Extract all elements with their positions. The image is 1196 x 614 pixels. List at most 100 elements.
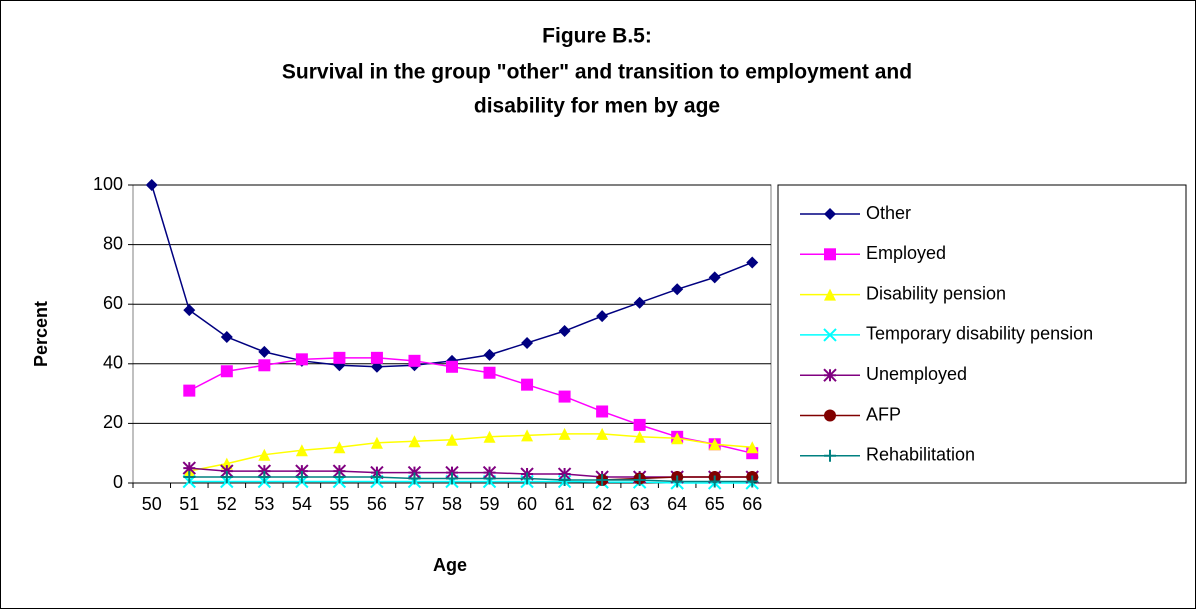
x-tick-label: 50 <box>142 494 162 514</box>
data-point <box>633 430 646 443</box>
data-point <box>333 471 346 484</box>
series-line <box>189 433 753 472</box>
data-point <box>483 472 496 485</box>
data-point <box>671 432 684 445</box>
data-point <box>295 353 308 366</box>
legend-label: Rehabilitation <box>866 445 975 465</box>
y-tick-label: 20 <box>103 412 123 432</box>
x-tick-label: 52 <box>217 494 237 514</box>
data-point <box>558 474 571 487</box>
legend-marker <box>824 248 836 261</box>
x-tick-label: 61 <box>555 494 575 514</box>
legend-label: AFP <box>866 404 901 424</box>
data-point <box>633 418 646 431</box>
data-point <box>446 472 458 485</box>
data-point <box>220 330 233 343</box>
data-point <box>521 429 534 442</box>
legend-marker <box>824 288 836 301</box>
data-point <box>596 427 609 440</box>
data-point <box>145 179 158 191</box>
x-tick-label: 51 <box>179 494 199 514</box>
x-tick-label: 60 <box>517 494 537 514</box>
x-tick-label: 62 <box>592 494 612 514</box>
data-point <box>596 474 609 487</box>
legend-marker <box>824 409 836 422</box>
data-point <box>295 444 308 457</box>
legend-label: Other <box>866 203 911 223</box>
series-line <box>189 480 753 484</box>
y-axis-label: Percent <box>31 301 51 367</box>
data-point <box>258 345 271 358</box>
x-tick-label: 57 <box>404 494 424 514</box>
data-point <box>220 365 233 378</box>
data-point <box>708 271 721 284</box>
legend-marker <box>824 449 836 462</box>
data-point <box>521 336 534 349</box>
data-point <box>521 378 534 391</box>
data-point <box>633 474 646 487</box>
data-point <box>633 296 646 309</box>
legend-label: Employed <box>866 243 946 263</box>
y-tick-label: 80 <box>103 233 123 253</box>
x-axis-label: Age <box>433 555 467 575</box>
data-point <box>182 461 197 475</box>
data-point <box>183 471 196 484</box>
data-point <box>258 471 271 484</box>
x-tick-label: 66 <box>742 494 762 514</box>
data-point <box>708 475 721 488</box>
x-tick-label: 59 <box>480 494 500 514</box>
data-point <box>483 348 496 361</box>
x-tick-label: 65 <box>705 494 725 514</box>
data-point <box>558 427 571 440</box>
legend-label: Temporary disability pension <box>866 324 1093 344</box>
x-tick-label: 54 <box>292 494 312 514</box>
data-point <box>671 283 684 296</box>
data-point <box>596 310 609 323</box>
data-point <box>183 304 196 317</box>
data-point <box>446 360 458 373</box>
data-point <box>333 351 346 364</box>
data-point <box>483 366 496 379</box>
x-tick-label: 58 <box>442 494 462 514</box>
data-point <box>183 384 196 397</box>
data-point <box>746 475 759 488</box>
data-point <box>746 256 759 269</box>
y-tick-label: 100 <box>93 174 123 194</box>
data-point <box>370 471 383 484</box>
data-point <box>333 441 346 454</box>
legend-marker <box>823 368 837 382</box>
chart-title: Figure B.5: <box>542 25 652 48</box>
chart-subtitle: Survival in the group "other" and transi… <box>282 61 912 84</box>
data-point <box>708 438 721 451</box>
data-point <box>483 430 496 443</box>
legend-marker <box>823 328 837 342</box>
x-tick-label: 63 <box>630 494 650 514</box>
x-tick-label: 55 <box>329 494 349 514</box>
data-point <box>220 457 233 470</box>
data-point <box>596 405 609 418</box>
y-tick-label: 0 <box>113 472 123 492</box>
data-point <box>408 435 421 448</box>
y-tick-label: 60 <box>103 293 123 313</box>
y-tick-label: 40 <box>103 353 123 373</box>
data-point <box>370 351 383 364</box>
data-point <box>558 390 571 403</box>
data-point <box>671 475 684 488</box>
data-point <box>370 436 383 449</box>
legend-box <box>777 184 1187 484</box>
x-tick-label: 64 <box>667 494 687 514</box>
legend-label: Unemployed <box>866 364 967 384</box>
data-point <box>258 448 271 461</box>
chart-subtitle: disability for men by age <box>474 95 720 118</box>
legend-label: Disability pension <box>866 283 1006 303</box>
data-point <box>258 359 271 372</box>
data-point <box>408 354 421 367</box>
series-line <box>188 357 753 454</box>
data-point <box>558 325 571 338</box>
data-point <box>521 472 534 485</box>
legend-marker <box>824 208 836 220</box>
data-point <box>746 441 759 454</box>
data-point <box>446 433 458 446</box>
data-point <box>408 472 421 485</box>
